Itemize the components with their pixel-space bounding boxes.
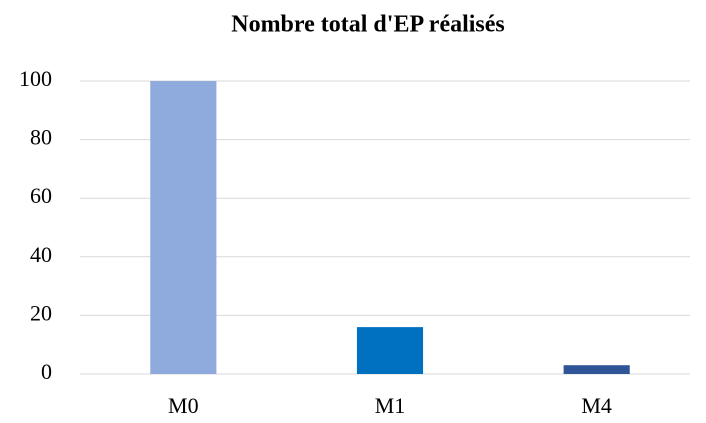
y-tick-label: 20 <box>30 300 52 325</box>
y-tick-label: 0 <box>41 359 52 384</box>
x-tick-label: M1 <box>375 393 406 418</box>
y-tick-label: 100 <box>19 66 52 91</box>
y-tick-label: 60 <box>30 183 52 208</box>
x-tick-label: M0 <box>168 393 199 418</box>
bar <box>150 81 217 374</box>
bar <box>356 327 424 374</box>
y-tick-label: 40 <box>30 242 52 267</box>
bar <box>563 365 630 374</box>
x-tick-label: M4 <box>581 393 612 418</box>
y-tick-label: 80 <box>30 125 52 150</box>
chart-title: Nombre total d'EP réalisés <box>231 12 505 38</box>
